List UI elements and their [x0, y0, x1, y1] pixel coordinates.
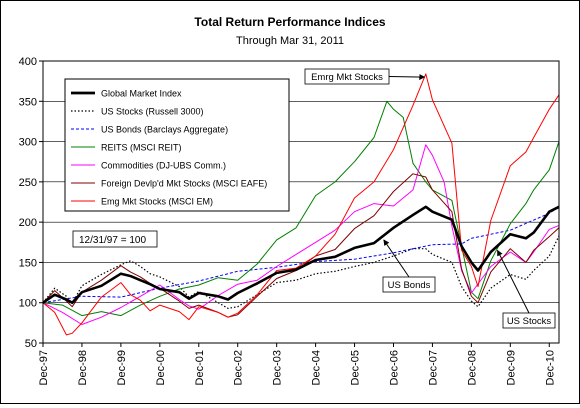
series-line-6 [42, 73, 560, 336]
x-tick-label: Dec-97 [38, 350, 50, 385]
x-tick-label: Dec-04 [311, 350, 323, 385]
chart-title: Total Return Performance Indices [194, 15, 385, 29]
legend: Global Market Index US Stocks (Russell 30… [64, 78, 290, 212]
annotation-label: Emrg Mkt Stocks [311, 72, 383, 83]
x-tick-label: Dec-07 [427, 350, 439, 385]
series-line-2 [42, 206, 560, 304]
annotation-arrow [388, 74, 426, 81]
x-tick-label: Dec-03 [272, 350, 284, 385]
x-axis: Dec-97 Dec-98 Dec-99 Dec-00 Dec-01 Dec-02 Dec-… [38, 343, 556, 385]
base-note-box: 12/31/97 = 100 [72, 230, 158, 248]
chart-subtitle: Through Mar 31, 2011 [236, 35, 344, 47]
y-tick-label: 300 [19, 137, 37, 149]
annotation-arrow [383, 239, 410, 278]
series-line-1 [42, 235, 560, 309]
x-tick-label: Dec-05 [350, 350, 362, 385]
legend-label: Commodities (DJ-UBS Comm.) [101, 161, 226, 171]
y-tick-label: 200 [19, 217, 37, 229]
x-tick-label: Dec-10 [544, 350, 556, 385]
legend-label: Emg Mkt Stocks (MSCI EM) [101, 197, 213, 207]
legend-label: Foreign Devlp'd Mkt Stocks (MSCI EAFE) [101, 179, 267, 189]
annotation-label: US Bonds [388, 280, 431, 291]
y-tick-label: 400 [19, 56, 37, 68]
series-line-3 [42, 100, 560, 317]
y-tick-label: 250 [19, 177, 37, 189]
plot-area-border [42, 60, 560, 344]
legend-label: Global Market Index [101, 89, 182, 99]
x-tick-label: Dec-02 [233, 350, 245, 385]
annotation-label: US Stocks [507, 316, 552, 327]
x-tick-label: Dec-99 [116, 350, 128, 385]
legend-label: REITS (MSCI REIT) [101, 143, 182, 153]
legend-box [64, 78, 290, 212]
y-tick-label: 150 [19, 257, 37, 269]
y-axis: 50 100 150 200 250 300 350 400 [19, 56, 43, 350]
x-tick-label: Dec-01 [194, 350, 206, 385]
x-tick-label: Dec-00 [155, 350, 167, 385]
legend-label: US Bonds (Barclays Aggregate) [101, 125, 228, 135]
x-tick-label: Dec-09 [505, 350, 517, 385]
annotations: Emrg Mkt Stocks US Bonds US Stocks [304, 68, 556, 329]
base-note: 12/31/97 = 100 [79, 235, 146, 246]
y-tick-label: 100 [19, 298, 37, 310]
legend-label: US Stocks (Russell 3000) [101, 107, 204, 117]
series-line-5 [42, 173, 560, 318]
x-tick-label: Dec-08 [466, 350, 478, 385]
annotation-arrow [497, 249, 530, 314]
series-line-0 [42, 205, 560, 304]
y-tick-label: 350 [19, 96, 37, 108]
series-lines [42, 73, 560, 336]
x-tick-label: Dec-06 [388, 350, 400, 385]
x-tick-label: Dec-98 [77, 350, 89, 385]
series-line-4 [42, 144, 560, 325]
y-tick-label: 50 [25, 338, 37, 350]
